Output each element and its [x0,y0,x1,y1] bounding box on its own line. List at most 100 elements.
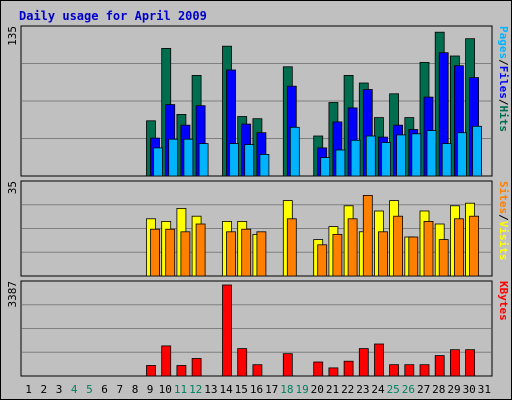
bar-pages-day-12 [198,143,209,177]
x-tick-label-6: 6 [101,383,108,396]
bar-pages-day-20 [320,157,331,177]
bar-sites-day-23 [362,194,373,277]
bar-kbytes-day-11 [176,365,187,377]
x-tick-label-1: 1 [25,383,32,396]
x-tick-label-13: 13 [204,383,217,396]
bar-sites-day-14 [226,231,236,277]
bar-sites-day-26 [408,236,419,277]
x-tick-label-10: 10 [159,383,172,396]
bar-sites-day-16 [256,231,267,277]
bar-kbytes-day-16 [252,364,263,377]
legend-item: Sites [497,181,510,214]
x-tick-label-31: 31 [478,383,491,396]
x-tick-label-16: 16 [250,383,263,396]
bar-pages-day-16 [259,153,270,177]
x-tick-label-22: 22 [341,383,354,396]
bar-kbytes-day-30 [465,349,476,377]
x-tick-label-21: 21 [326,383,339,396]
y-max-label: 3387 [6,281,19,308]
bar-sites-day-11 [180,231,191,277]
x-tick-label-24: 24 [371,383,385,396]
y-max-label: 35 [6,181,19,194]
bar-kbytes-day-29 [449,349,460,377]
bar-pages-day-15 [244,144,255,177]
bar-kbytes-day-25 [389,364,400,377]
bar-pages-day-22 [350,139,361,177]
x-tick-label-19: 19 [295,383,308,396]
bar-kbytes-day-28 [434,355,445,377]
legend-item: / [497,214,510,221]
bar-sites-day-9 [150,228,160,277]
panel-sites-visits: 35 Sites/Visits [6,180,510,277]
bar-sites-day-24 [378,231,388,277]
bar-pages-day-21 [335,149,346,177]
bar-kbytes-day-22 [343,360,354,377]
x-tick-label-14: 14 [219,383,233,396]
legend-item: Visits [497,221,510,261]
bar-pages-day-27 [426,130,437,177]
bar-sites-day-18 [286,218,297,277]
bar-pages-day-10 [168,138,179,177]
x-tick-label-27: 27 [417,383,430,396]
x-tick-label-18: 18 [280,383,293,396]
legend-item: Hits [497,106,510,133]
bar-sites-day-22 [347,218,358,277]
x-tick-label-25: 25 [387,383,400,396]
bar-pages-day-18 [289,126,300,177]
legend-sites-visits: Sites/Visits [497,181,510,261]
bar-pages-day-24 [381,142,391,177]
bar-pages-day-26 [411,133,422,177]
bar-kbytes-day-18 [282,353,293,377]
x-tick-label-17: 17 [265,383,278,396]
chart-title: Daily usage for April 2009 [19,9,207,23]
bar-kbytes-day-26 [404,364,415,377]
x-tick-label-9: 9 [147,383,154,396]
legend-item: / [497,99,510,106]
bar-pages-day-30 [472,125,483,177]
bar-kbytes-day-27 [419,364,430,377]
bar-kbytes-day-20 [313,361,324,377]
x-tick-label-3: 3 [56,383,63,396]
legend-item: Pages [497,26,510,59]
bar-kbytes-day-14 [222,284,232,377]
x-tick-label-4: 4 [71,383,78,396]
legend-pages-files-hits: Pages/Files/Hits [497,26,510,132]
bar-pages-day-28 [441,143,452,177]
x-tick-label-7: 7 [116,383,123,396]
x-tick-label-2: 2 [40,383,47,396]
x-tick-label-29: 29 [447,383,460,396]
x-tick-label-11: 11 [174,383,187,396]
bar-kbytes-day-21 [328,367,339,377]
legend-kbytes: KBytes [497,281,510,321]
bar-sites-day-28 [438,239,449,277]
x-tick-label-12: 12 [189,383,202,396]
bar-sites-day-29 [453,218,464,277]
x-tick-label-30: 30 [463,383,476,396]
bar-pages-day-11 [183,138,194,177]
bar-sites-day-15 [241,228,252,277]
y-max-label: 135 [6,26,19,46]
bar-kbytes-day-12 [191,358,202,377]
panel-kbytes: 3387 KBytes [6,280,510,377]
x-tick-label-20: 20 [311,383,324,396]
x-tick-label-23: 23 [356,383,369,396]
bar-pages-day-25 [396,134,407,177]
bar-sites-day-25 [393,215,404,277]
bar-pages-day-14 [229,143,239,177]
x-tick-label-28: 28 [432,383,445,396]
bar-sites-day-20 [317,244,328,277]
x-tick-label-15: 15 [235,383,248,396]
bar-kbytes-day-23 [358,348,369,377]
panel-pages-files-hits: 135 Pages/Files/Hits [6,25,510,177]
legend-item: Files [497,66,510,99]
legend-item: / [497,59,510,66]
bar-sites-day-12 [195,223,206,277]
bar-sites-day-21 [332,233,343,277]
x-tick-label-8: 8 [132,383,139,396]
x-tick-label-26: 26 [402,383,415,396]
bar-sites-day-27 [423,220,434,277]
bar-kbytes-day-9 [146,365,156,377]
legend-item: KBytes [497,281,510,321]
bar-pages-day-29 [456,132,467,177]
bar-sites-day-10 [165,228,176,277]
